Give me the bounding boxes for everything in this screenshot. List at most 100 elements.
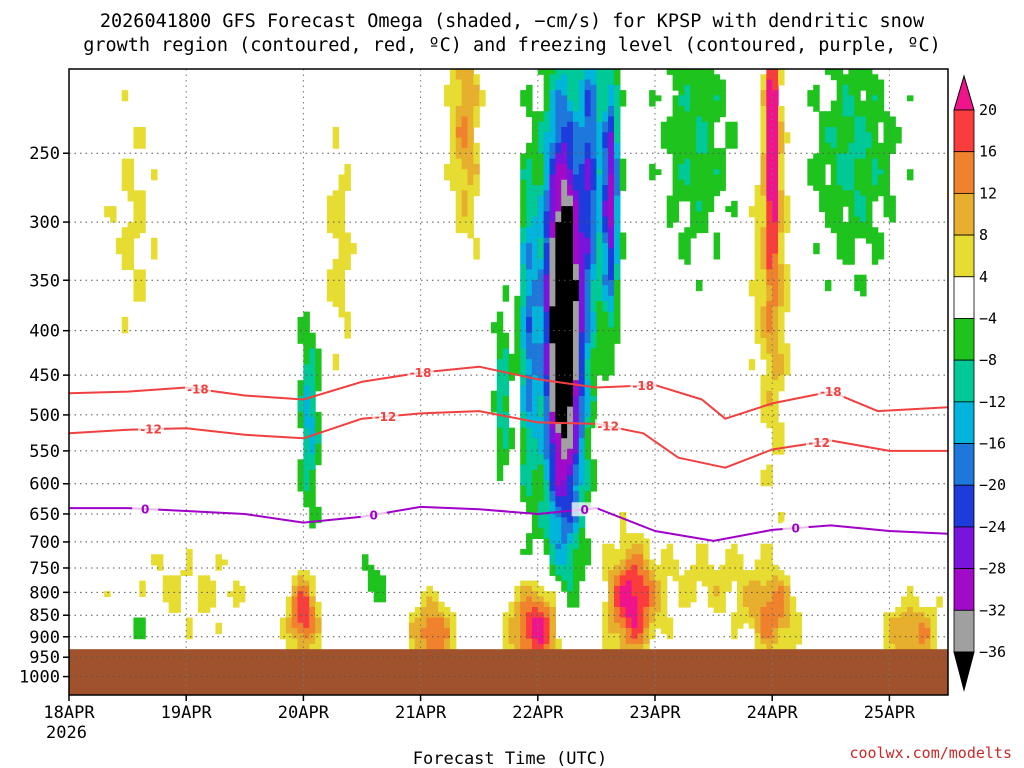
omega-cell bbox=[567, 527, 574, 534]
omega-cell bbox=[690, 596, 697, 603]
omega-cell bbox=[567, 591, 574, 598]
omega-cell bbox=[602, 100, 609, 107]
omega-cell bbox=[719, 179, 726, 186]
omega-cell bbox=[684, 111, 691, 118]
omega-cell bbox=[531, 179, 539, 186]
omega-cell bbox=[813, 179, 820, 186]
omega-cell bbox=[848, 148, 855, 154]
omega-cell bbox=[561, 580, 568, 587]
omega-cell bbox=[572, 301, 580, 307]
omega-cell bbox=[737, 575, 744, 582]
omega-cell bbox=[162, 580, 170, 587]
omega-cell bbox=[707, 564, 715, 571]
omega-cell bbox=[754, 258, 762, 265]
omega-cell bbox=[514, 322, 521, 329]
omega-cell bbox=[608, 327, 615, 334]
omega-cell bbox=[613, 227, 621, 234]
omega-cell bbox=[520, 158, 527, 165]
omega-cell bbox=[326, 221, 334, 228]
omega-cell bbox=[455, 137, 463, 144]
contour-label-bg bbox=[407, 365, 434, 380]
omega-cell bbox=[631, 601, 639, 608]
omega-cell bbox=[578, 158, 586, 165]
omega-cell bbox=[590, 179, 597, 186]
omega-cell bbox=[725, 585, 732, 592]
omega-cell bbox=[526, 295, 533, 302]
omega-cell bbox=[373, 591, 381, 598]
omega-cell bbox=[760, 190, 767, 197]
omega-cell bbox=[889, 127, 896, 133]
omega-cell bbox=[766, 264, 773, 271]
omega-cell bbox=[590, 127, 597, 133]
contour-label: -18 bbox=[632, 379, 654, 393]
omega-cell bbox=[561, 396, 568, 402]
omega-cell bbox=[449, 84, 457, 91]
omega-cell bbox=[543, 512, 551, 518]
omega-cell bbox=[461, 116, 469, 123]
omega-cell bbox=[537, 601, 545, 608]
x-tick-label: 22APR bbox=[512, 703, 564, 723]
omega-cell bbox=[461, 142, 469, 149]
omega-cell bbox=[783, 606, 791, 613]
omega-cell bbox=[338, 258, 346, 265]
omega-cell bbox=[549, 543, 556, 550]
omega-cell bbox=[748, 622, 756, 629]
omega-cell bbox=[713, 570, 721, 576]
omega-cell bbox=[578, 127, 586, 133]
omega-cell bbox=[467, 190, 474, 197]
omega-cell bbox=[871, 79, 879, 86]
omega-cell bbox=[596, 142, 603, 149]
omega-cell bbox=[555, 290, 562, 297]
omega-cell bbox=[608, 105, 615, 112]
omega-cell bbox=[572, 142, 580, 149]
omega-cell bbox=[496, 374, 504, 381]
omega-cell bbox=[613, 174, 621, 181]
omega-cell bbox=[467, 79, 474, 86]
omega-cell bbox=[455, 216, 463, 223]
omega-cell bbox=[520, 459, 527, 466]
omega-cell bbox=[444, 612, 451, 619]
omega-cell bbox=[567, 121, 574, 128]
omega-cell bbox=[871, 84, 879, 91]
omega-cell bbox=[526, 633, 533, 640]
x-axis-label: Forecast Time (UTC) bbox=[413, 749, 607, 768]
omega-cell bbox=[696, 74, 703, 81]
omega-cell bbox=[778, 290, 785, 297]
omega-cell bbox=[696, 95, 703, 102]
omega-cell bbox=[449, 111, 457, 118]
omega-cell bbox=[455, 100, 463, 107]
omega-cell bbox=[303, 580, 310, 587]
omega-cell bbox=[766, 306, 773, 313]
omega-cell bbox=[549, 100, 556, 107]
omega-cell bbox=[526, 90, 533, 96]
omega-cell bbox=[860, 274, 867, 281]
omega-cell bbox=[555, 301, 562, 307]
omega-cell bbox=[549, 174, 556, 181]
omega-cell bbox=[543, 237, 551, 244]
contour-label: -18 bbox=[187, 383, 209, 397]
omega-cell bbox=[567, 100, 574, 107]
colorbar-label: −4 bbox=[979, 309, 997, 327]
omega-cell bbox=[543, 596, 551, 603]
omega-cell bbox=[572, 264, 580, 271]
omega-cell bbox=[602, 74, 609, 81]
omega-cell bbox=[906, 638, 914, 645]
omega-cell bbox=[561, 322, 568, 329]
omega-cell bbox=[531, 369, 539, 376]
omega-cell bbox=[789, 643, 797, 650]
omega-cell bbox=[778, 591, 785, 598]
omega-cell bbox=[619, 163, 627, 170]
omega-cell bbox=[531, 438, 539, 445]
omega-cell bbox=[778, 232, 785, 239]
omega-cell bbox=[619, 538, 627, 545]
omega-cell bbox=[778, 121, 785, 128]
omega-cell bbox=[479, 90, 486, 96]
omega-cell bbox=[455, 211, 463, 218]
omega-cell bbox=[854, 174, 861, 181]
omega-cell bbox=[567, 401, 574, 408]
omega-cell bbox=[526, 142, 533, 149]
omega-cell bbox=[444, 622, 451, 629]
omega-cell bbox=[561, 427, 568, 434]
omega-cell bbox=[338, 248, 346, 255]
omega-cell bbox=[520, 301, 527, 307]
